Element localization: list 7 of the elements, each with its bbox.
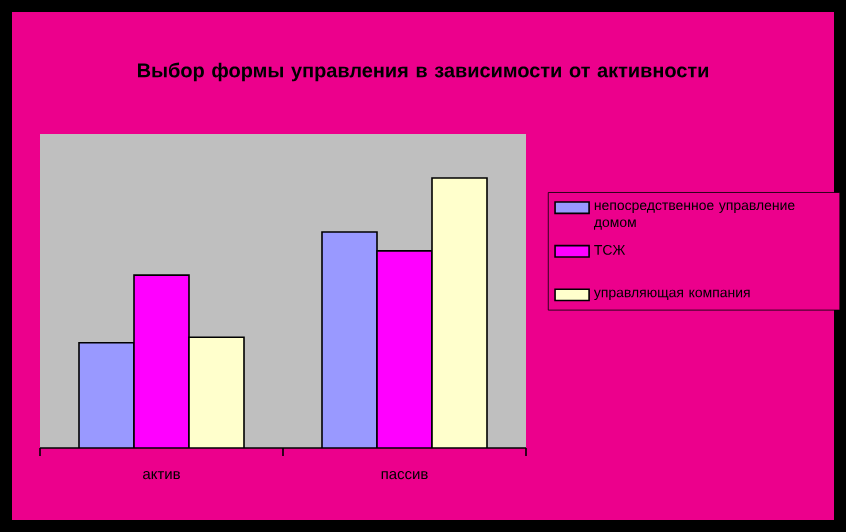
bar (189, 337, 244, 448)
bar (79, 342, 134, 448)
chart-title: Выбор формы управления в зависимости от активности (137, 62, 709, 82)
bar (134, 275, 189, 448)
bar (376, 250, 433, 448)
bar (431, 177, 488, 448)
bar (321, 231, 378, 448)
